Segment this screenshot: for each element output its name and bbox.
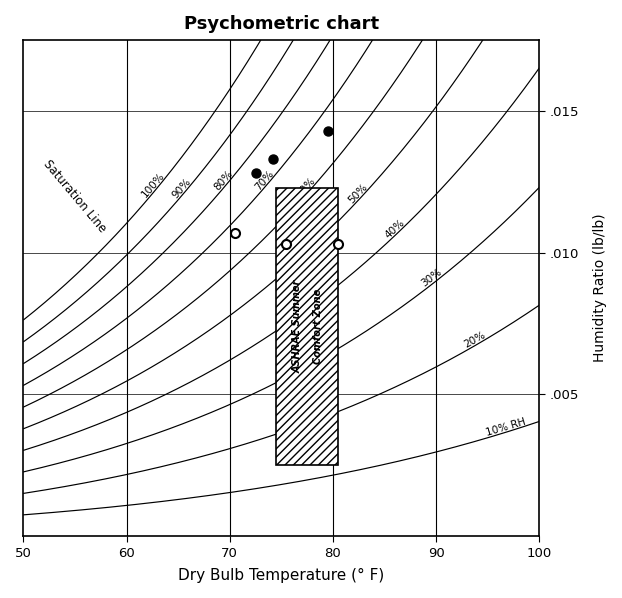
X-axis label: Dry Bulb Temperature (° F): Dry Bulb Temperature (° F) [178, 568, 384, 583]
Text: 80%: 80% [212, 169, 234, 193]
Text: 100%: 100% [139, 171, 167, 200]
Text: 10% RH: 10% RH [485, 417, 527, 438]
Title: Psychometric chart: Psychometric chart [183, 15, 379, 33]
Text: 70%: 70% [253, 168, 276, 192]
Bar [276, 188, 338, 465]
Text: Comfort Zone: Comfort Zone [313, 289, 323, 364]
Text: 50%: 50% [346, 182, 369, 205]
Y-axis label: Humidity Ratio (lb/lb): Humidity Ratio (lb/lb) [593, 214, 607, 362]
Text: 40%: 40% [383, 218, 407, 240]
Text: Saturation Line: Saturation Line [41, 157, 109, 235]
Text: 20%: 20% [462, 330, 487, 350]
Text: ASHRAE Summer: ASHRAE Summer [293, 280, 303, 373]
Text: 30%: 30% [420, 267, 444, 289]
Text: 60%: 60% [295, 175, 317, 199]
Text: 90%: 90% [170, 176, 193, 200]
